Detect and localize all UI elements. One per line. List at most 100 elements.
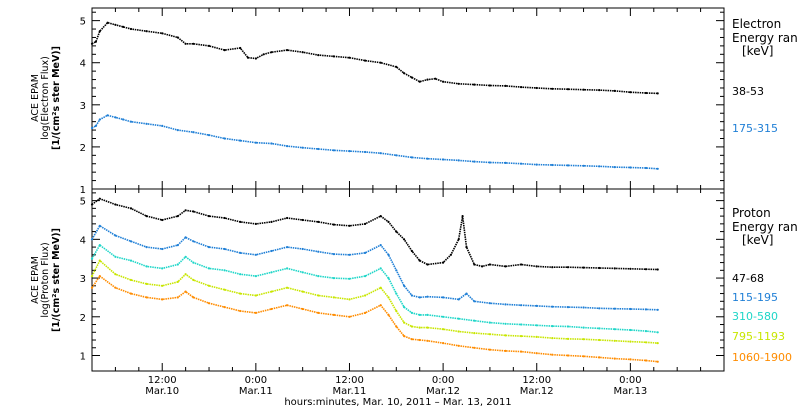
proton-series-47-68-point xyxy=(254,222,257,225)
proton-series-115-195-point xyxy=(403,284,406,287)
electron-series-175-315-point xyxy=(301,146,304,149)
proton-series-310-580-point xyxy=(270,271,273,274)
proton-series-795-1193-point xyxy=(582,338,585,341)
proton-series-310-580-point xyxy=(254,275,257,278)
proton-series-47-68-point xyxy=(566,266,570,269)
electron-series-175-315-point xyxy=(176,129,179,132)
electron-series-175-315-point xyxy=(129,120,133,123)
electron-series-38-53-point xyxy=(644,91,648,95)
electron-series-175-315-point xyxy=(90,126,94,130)
proton-series-47-68-point xyxy=(98,197,101,200)
proton-series-115-195-point xyxy=(582,306,585,309)
proton-series-47-68-point xyxy=(442,261,445,264)
electron-series-175-315-point xyxy=(613,166,616,169)
proton-series-795-1193-point xyxy=(184,273,187,276)
proton-series-115-195-point xyxy=(239,251,242,254)
proton-series-795-1193-point xyxy=(644,341,648,344)
proton-series-115-195-point xyxy=(114,234,117,237)
proton-series-115-195-point xyxy=(161,247,164,251)
electron-series-38-53-point xyxy=(332,55,335,58)
electron-series-38-53-point xyxy=(535,86,538,90)
proton-series-47-68-point xyxy=(488,263,491,266)
proton-series-795-1193-point xyxy=(129,278,133,282)
electron-series-175-315-point xyxy=(442,158,445,161)
electron-series-38-53-line xyxy=(91,21,658,95)
electron-series-38-53-point xyxy=(223,49,226,52)
proton-series-310-580-point xyxy=(520,323,523,326)
electron-series-38-53-point xyxy=(551,87,554,90)
electron-legend-175-315: 175-315 xyxy=(732,122,778,135)
proton-series-47-68-point xyxy=(656,268,659,271)
electron-series-38-53-point xyxy=(98,30,101,33)
proton-series-310-580-point xyxy=(582,326,585,329)
proton-series-115-195-point xyxy=(192,240,195,243)
proton-series-310-580-point xyxy=(364,275,367,278)
electron-series-38-53-point xyxy=(395,65,398,68)
electron-series-38-53-point xyxy=(442,80,445,83)
proton-series-310-580-point xyxy=(184,255,187,258)
electron-legend-38-53: 38-53 xyxy=(732,85,764,98)
x-tick-time-label: 0:00 xyxy=(245,375,267,386)
proton-series-1060-1900-point xyxy=(644,359,648,362)
electron-series-38-53-point xyxy=(613,89,616,92)
proton-series-1060-1900-point xyxy=(566,354,570,357)
electron-series-175-315-point xyxy=(106,114,109,117)
electron-series-175-315-point xyxy=(656,167,659,170)
proton-series-1060-1900-point xyxy=(207,302,211,305)
proton-series-795-1193-point xyxy=(504,334,507,337)
proton-series-1060-1900-point xyxy=(332,313,335,316)
proton-ytick-label: 4 xyxy=(80,235,86,246)
electron-series-38-53-point xyxy=(488,84,491,87)
proton-series-1060-1900-point xyxy=(582,355,585,358)
proton-series-310-580-point xyxy=(395,292,398,295)
proton-series-47-68-point xyxy=(387,220,390,223)
proton-series-115-195-point xyxy=(223,247,226,251)
proton-series-47-68-point xyxy=(504,265,507,268)
electron-series-38-53-point xyxy=(317,54,320,57)
proton-series-1060-1900-point xyxy=(418,338,421,342)
x-tick-time-label: 12:00 xyxy=(148,375,177,386)
proton-series-310-580-line xyxy=(91,244,658,334)
proton-legend-115-195: 115-195 xyxy=(732,291,778,304)
proton-legend-795-1193: 795-1193 xyxy=(732,330,785,343)
proton-series-115-195-point xyxy=(566,306,570,309)
electron-series-175-315-point xyxy=(457,159,460,162)
proton-series-47-68-point xyxy=(348,224,351,227)
proton-series-1060-1900-point xyxy=(426,339,429,342)
proton-series-310-580-point xyxy=(239,273,242,276)
proton-series-795-1193-point xyxy=(418,326,421,329)
proton-series-47-68-point xyxy=(184,209,187,212)
proton-series-115-195-point xyxy=(551,305,554,308)
electron-ylabel-line3: [1/(cm²s ster MeV)] xyxy=(51,46,62,150)
electron-series-175-315-point xyxy=(644,166,648,170)
proton-series-47-68-point xyxy=(90,203,94,206)
electron-series-175-315-point xyxy=(332,149,335,152)
electron-series-175-315-point xyxy=(286,145,289,148)
proton-series-115-195-point xyxy=(473,300,476,303)
proton-series-115-195-point xyxy=(364,251,367,254)
proton-series-310-580-point xyxy=(410,311,413,314)
electron-series-38-53-point xyxy=(286,49,289,52)
electron-panel: 1 2 3 4 5 xyxy=(80,8,724,196)
proton-series-115-195-point xyxy=(426,295,429,298)
proton-series-1060-1900-point xyxy=(379,304,382,307)
x-tick-date-label: Mar.11 xyxy=(239,386,273,397)
proton-series-795-1193-point xyxy=(239,292,242,295)
proton-series-310-580-point xyxy=(332,277,335,280)
proton-series-1060-1900-point xyxy=(457,344,460,347)
proton-series-47-68-point xyxy=(317,220,320,223)
proton-series-1060-1900-point xyxy=(301,307,304,311)
proton-series-795-1193-point xyxy=(223,288,226,291)
electron-series-175-315-line xyxy=(91,114,658,170)
electron-series-38-53-point xyxy=(629,91,632,94)
proton-series-115-195-point xyxy=(184,236,187,239)
proton-series-115-195-point xyxy=(457,298,460,301)
proton-series-795-1193-point xyxy=(114,273,117,276)
electron-series-38-53-point xyxy=(457,82,460,85)
proton-series-795-1193-point xyxy=(395,309,398,313)
proton-series-795-1193-point xyxy=(364,294,367,297)
electron-series-175-315-point xyxy=(426,157,429,160)
electron-series-38-53-point xyxy=(184,42,187,45)
electron-series-175-315-point xyxy=(598,165,601,168)
proton-series-310-580-point xyxy=(426,313,429,316)
